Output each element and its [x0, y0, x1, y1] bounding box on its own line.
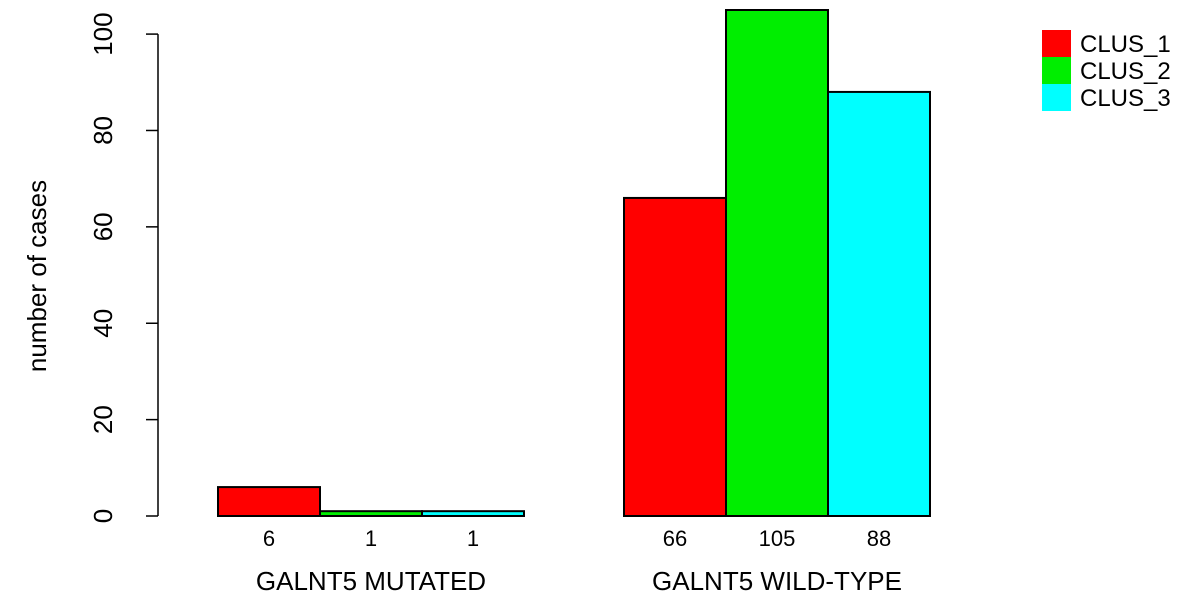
y-tick-label: 20 — [88, 405, 118, 434]
y-tick-label: 80 — [88, 116, 118, 145]
legend-swatch — [1042, 30, 1071, 57]
y-axis: 0 20 40 60 80 100 — [88, 12, 159, 523]
bar-value-labels: 6 1 1 66 105 88 — [263, 526, 891, 551]
y-tick-label: 60 — [88, 212, 118, 241]
category-label: GALNT5 WILD-TYPE — [652, 566, 902, 596]
bar-clus-2 — [725, 9, 829, 517]
y-axis-label: number of cases — [22, 180, 52, 372]
legend-label: CLUS_1 — [1080, 31, 1171, 58]
legend-swatch — [1042, 57, 1071, 84]
bar-clus-1 — [623, 196, 727, 517]
bar-value-label: 1 — [467, 526, 479, 551]
y-tick-label: 100 — [88, 12, 118, 55]
bar-clus-3 — [421, 510, 525, 517]
bar-value-label: 105 — [759, 526, 796, 551]
bar-clus-2 — [319, 510, 423, 517]
category-labels: GALNT5 MUTATED GALNT5 WILD-TYPE — [256, 566, 902, 596]
bar-value-label: 6 — [263, 526, 275, 551]
legend-swatch — [1042, 84, 1071, 111]
y-tick-label: 0 — [88, 509, 118, 523]
bar-clus-3 — [827, 90, 931, 518]
y-tick-label: 40 — [88, 309, 118, 338]
bar-value-label: 66 — [663, 526, 687, 551]
legend-label: CLUS_2 — [1080, 58, 1171, 85]
bars — [217, 9, 931, 518]
category-label: GALNT5 MUTATED — [256, 566, 486, 596]
legend-label: CLUS_3 — [1080, 85, 1171, 112]
bar-value-label: 1 — [365, 526, 377, 551]
bar-value-label: 88 — [867, 526, 891, 551]
bar-clus-1 — [217, 486, 321, 518]
